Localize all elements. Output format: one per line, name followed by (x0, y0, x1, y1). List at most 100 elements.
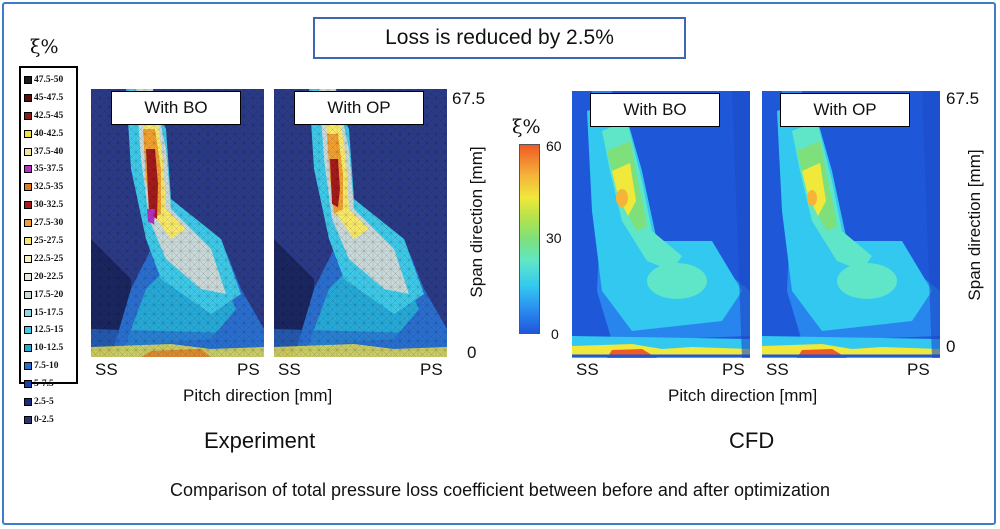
legend-swatch (24, 75, 32, 84)
legend-label: 0-2.5 (34, 414, 54, 425)
cfd-colorbar-tick-30: 30 (546, 230, 562, 246)
legend-swatch (24, 254, 32, 263)
legend-label: 32.5-35 (34, 182, 64, 193)
legend-item: 35-37.5 (21, 160, 76, 178)
legend-symbol: ξ% (30, 36, 59, 58)
legend-label: 15-17.5 (34, 307, 64, 318)
legend-swatch (24, 236, 32, 245)
experiment-panel-bo-label: With BO (111, 91, 241, 125)
legend-item: 47.5-50 (21, 71, 76, 89)
experiment-contour-op (274, 89, 447, 357)
legend-swatch (24, 308, 32, 317)
legend-swatch (24, 344, 32, 353)
legend-label: 35-37.5 (34, 164, 64, 175)
legend-item: 2.5-5 (21, 393, 76, 411)
legend-label: 37.5-40 (34, 146, 64, 157)
legend-swatch (24, 111, 32, 120)
legend-label: 40-42.5 (34, 128, 64, 139)
cfd-pitch-axis-label: Pitch direction [mm] (668, 386, 818, 405)
legend-label: 20-22.5 (34, 271, 64, 282)
cfd-span-top: 67.5 (946, 89, 980, 108)
legend-swatch (24, 129, 32, 138)
cfd-span-bottom: 0 (946, 337, 956, 356)
bottom-caption: Comparison of total pressure loss coeffi… (169, 480, 831, 500)
legend-swatch (24, 93, 32, 102)
cfd-colorbar-tick-60: 60 (546, 138, 562, 154)
cfd-contour-bo (572, 91, 750, 358)
legend-label: 2.5-5 (34, 396, 54, 407)
experiment-panel-op: With OP (274, 89, 447, 357)
legend-label: 45-47.5 (34, 92, 64, 103)
cfd-colorbar (519, 144, 540, 334)
cfd-caption: CFD (729, 428, 775, 453)
legend-swatch (24, 147, 32, 156)
legend-item: 10-12.5 (21, 339, 76, 357)
legend-swatch (24, 165, 32, 174)
legend-swatch (24, 290, 32, 299)
legend-swatch (24, 183, 32, 192)
title-box: Loss is reduced by 2.5% (313, 17, 686, 59)
cfd-panel-bo: With BO (572, 91, 750, 358)
legend-swatch (24, 219, 32, 228)
legend-item: 37.5-40 (21, 143, 76, 161)
legend-label: 27.5-30 (34, 218, 64, 229)
legend-item: 0-2.5 (21, 411, 76, 429)
legend-swatch (24, 397, 32, 406)
experiment-span-top: 67.5 (452, 89, 486, 108)
cfd-contour-op (762, 91, 940, 358)
legend-swatch (24, 415, 32, 424)
cfd-ss-label-1: SS (576, 360, 599, 379)
experiment-span-bottom: 0 (467, 343, 477, 362)
legend-item: 27.5-30 (21, 214, 76, 232)
legend-item: 40-42.5 (21, 125, 76, 143)
legend-label: 25-27.5 (34, 235, 64, 246)
cfd-ps-label-2: PS (907, 360, 930, 379)
legend-label: 30-32.5 (34, 200, 64, 211)
cfd-panel-bo-label: With BO (590, 93, 720, 127)
cfd-ps-label-1: PS (722, 360, 745, 379)
cfd-span-axis-label: Span direction [mm] (965, 149, 984, 301)
legend-item: 30-32.5 (21, 196, 76, 214)
legend-label: 5-7.5 (34, 379, 54, 390)
cfd-colorbar-symbol: ξ% (512, 116, 541, 138)
cfd-ss-label-2: SS (766, 360, 789, 379)
legend-item: 12.5-15 (21, 321, 76, 339)
legend-swatch (24, 326, 32, 335)
legend-swatch (24, 380, 32, 389)
experiment-ps-label-2: PS (420, 360, 443, 379)
legend-label: 47.5-50 (34, 74, 64, 85)
legend-swatch (24, 362, 32, 371)
experiment-pitch-axis-label: Pitch direction [mm] (183, 386, 333, 405)
legend-item: 7.5-10 (21, 357, 76, 375)
legend-item: 5-7.5 (21, 375, 76, 393)
legend-item: 32.5-35 (21, 178, 76, 196)
experiment-span-axis-label: Span direction [mm] (467, 146, 486, 298)
experiment-caption: Experiment (204, 428, 316, 453)
cfd-panel-op-label: With OP (780, 93, 910, 127)
experiment-contour-bo (91, 89, 264, 357)
legend-item: 15-17.5 (21, 304, 76, 322)
legend-label: 10-12.5 (34, 343, 64, 354)
cfd-panel-op: With OP (762, 91, 940, 358)
experiment-ps-label-1: PS (237, 360, 260, 379)
legend: 47.5-50 45-47.5 42.5-45 40-42.5 37.5-40 35-37… (19, 66, 78, 425)
experiment-panel-bo: With BO (91, 89, 264, 357)
title-text: Loss is reduced by 2.5% (385, 26, 614, 49)
experiment-ss-label-2: SS (278, 360, 301, 379)
legend-item: 20-22.5 (21, 268, 76, 286)
legend-label: 22.5-25 (34, 253, 64, 264)
legend-label: 42.5-45 (34, 110, 64, 121)
legend-label: 12.5-15 (34, 325, 64, 336)
legend-item: 17.5-20 (21, 286, 76, 304)
legend-swatch (24, 272, 32, 281)
legend-label: 7.5-10 (34, 361, 59, 372)
legend-item: 25-27.5 (21, 232, 76, 250)
experiment-panel-op-label: With OP (294, 91, 424, 125)
legend-item: 42.5-45 (21, 107, 76, 125)
legend-item: 22.5-25 (21, 250, 76, 268)
experiment-ss-label-1: SS (95, 360, 118, 379)
legend-swatch (24, 201, 32, 210)
legend-label: 17.5-20 (34, 289, 64, 300)
cfd-colorbar-tick-0: 0 (551, 326, 559, 342)
